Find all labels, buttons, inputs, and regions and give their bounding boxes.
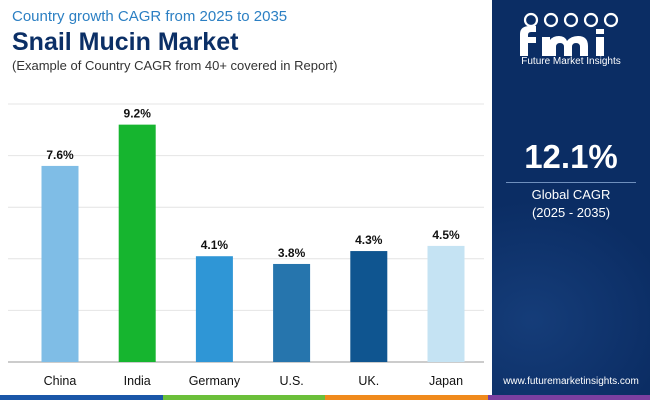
global-cagr-label: Global CAGR	[531, 187, 611, 202]
chart-note: (Example of Country CAGR from 40+ covere…	[12, 58, 338, 73]
sidebar-divider	[506, 182, 636, 183]
footer-color-segment	[162, 395, 325, 400]
footer-color-bar	[0, 395, 650, 400]
footer-color-segment	[0, 395, 163, 400]
x-tick-label: India	[124, 374, 151, 388]
data-label: 3.8%	[278, 246, 306, 260]
bar-germany	[195, 256, 233, 362]
website-link[interactable]: www.futuremarketinsights.com	[503, 376, 639, 387]
x-tick-label: Germany	[189, 374, 241, 388]
data-label: 4.5%	[432, 228, 460, 242]
data-label: 4.3%	[355, 233, 383, 247]
global-cagr-years: (2025 - 2035)	[531, 205, 611, 220]
sidebar-panel: Future Market Insights 12.1% Global CAGR…	[492, 0, 650, 400]
data-label: 4.1%	[201, 238, 229, 252]
footer-color-segment	[487, 395, 650, 400]
chart-header: Country growth CAGR from 2025 to 2035 Sn…	[12, 8, 482, 74]
fmi-logo	[520, 12, 619, 56]
data-label: 7.6%	[46, 148, 74, 162]
x-tick-label: U.S.	[279, 374, 303, 388]
data-label: 9.2%	[124, 107, 152, 121]
bar-uk	[350, 251, 388, 362]
bar-india	[118, 124, 156, 362]
footer-color-segment	[325, 395, 488, 400]
bar-china	[41, 165, 79, 362]
sidebar-glow	[492, 200, 650, 400]
x-tick-label: Japan	[429, 374, 463, 388]
logo-text: Future Market Insights	[521, 56, 621, 67]
chart-title: Snail Mucin Market	[12, 28, 239, 56]
bar-japan	[427, 245, 465, 362]
x-tick-label: China	[44, 374, 77, 388]
bar-us	[273, 263, 311, 362]
chart-subtitle: Country growth CAGR from 2025 to 2035	[12, 8, 288, 25]
x-tick-label: UK.	[358, 374, 379, 388]
global-cagr-value: 12.1%	[524, 138, 618, 175]
bar-chart: 7.6% China 9.2% India 4.1% Germany 3.8% U.S. 4.3…	[8, 103, 484, 388]
